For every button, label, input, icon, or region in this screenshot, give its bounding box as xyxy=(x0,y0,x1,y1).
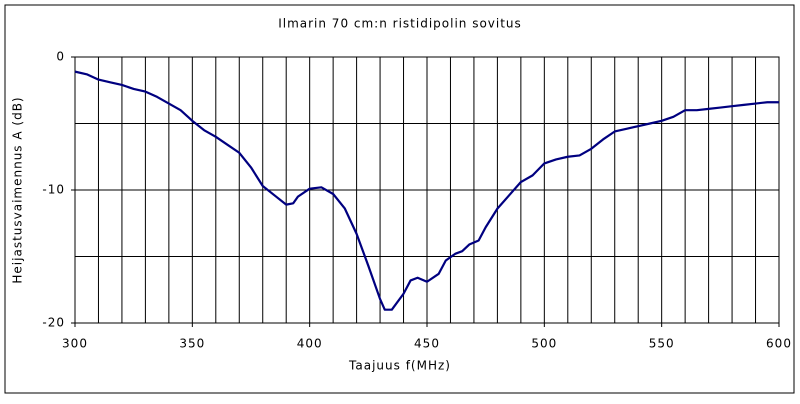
x-tick-label: 300 xyxy=(62,337,88,351)
chart-title: Ilmarin 70 cm:n ristidipolin sovitus xyxy=(278,17,522,31)
x-tick-label: 600 xyxy=(766,337,792,351)
x-tick-label: 500 xyxy=(531,337,557,351)
x-tick-label: 400 xyxy=(297,337,323,351)
x-tick-label: 350 xyxy=(179,337,205,351)
y-tick-label: -10 xyxy=(42,183,65,197)
x-tick-label: 450 xyxy=(414,337,440,351)
chart-frame xyxy=(4,4,795,394)
x-axis-label: Taajuus f(MHz) xyxy=(348,359,451,373)
x-tick-label: 550 xyxy=(649,337,675,351)
y-tick-label: 0 xyxy=(56,50,65,64)
data-line xyxy=(74,70,779,311)
y-axis-label: Heijastusvaimennus A (dB) xyxy=(11,96,25,283)
y-tick-label: -20 xyxy=(42,316,65,330)
